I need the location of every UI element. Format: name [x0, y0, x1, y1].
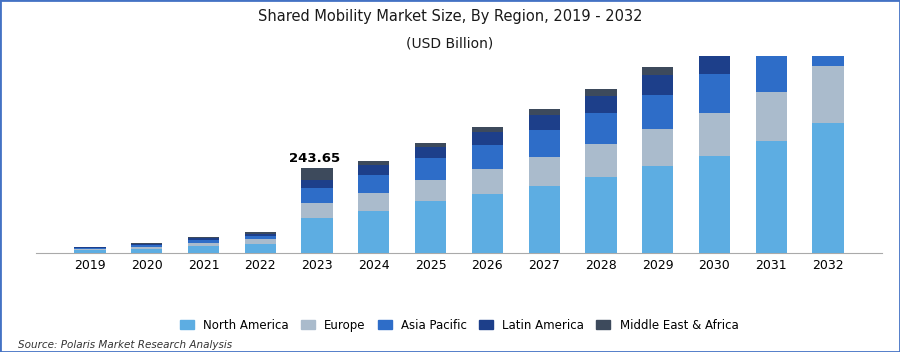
Bar [358, 211, 390, 253]
Bar [358, 175, 390, 193]
Bar [756, 46, 787, 92]
Bar [75, 249, 105, 250]
Bar [131, 249, 162, 253]
Bar [245, 234, 276, 236]
Bar [585, 113, 616, 144]
Bar [188, 246, 220, 253]
Bar [131, 244, 162, 245]
Bar [756, 10, 787, 20]
Bar [415, 143, 446, 147]
Bar [302, 203, 333, 218]
Bar [302, 188, 333, 203]
Bar [131, 245, 162, 247]
Text: Source: Polaris Market Research Analysis: Source: Polaris Market Research Analysis [18, 340, 232, 350]
Bar [75, 248, 105, 249]
Bar [813, 0, 843, 15]
Bar [358, 193, 390, 211]
Bar [756, 141, 787, 253]
Bar [813, 15, 843, 66]
Bar [245, 239, 276, 244]
Bar [75, 247, 105, 248]
Bar [585, 177, 616, 253]
Bar [585, 96, 616, 113]
Bar [415, 147, 446, 158]
Bar [188, 237, 220, 238]
Bar [358, 165, 390, 175]
Bar [188, 238, 220, 240]
Bar [245, 244, 276, 253]
Bar [642, 75, 673, 95]
Bar [245, 232, 276, 234]
Bar [698, 42, 730, 51]
Bar [75, 250, 105, 253]
Bar [358, 161, 390, 165]
Bar [188, 240, 220, 243]
Bar [415, 158, 446, 180]
Bar [813, 123, 843, 253]
Bar [415, 180, 446, 201]
Bar [472, 169, 503, 194]
Bar [585, 89, 616, 96]
Bar [302, 168, 333, 180]
Bar [302, 180, 333, 188]
Bar [528, 115, 560, 130]
Bar [698, 74, 730, 113]
Bar [528, 130, 560, 157]
Bar [131, 247, 162, 249]
Text: (USD Billion): (USD Billion) [407, 37, 493, 51]
Bar [698, 156, 730, 253]
Bar [698, 51, 730, 74]
Bar [642, 166, 673, 253]
Bar [245, 236, 276, 239]
Bar [528, 109, 560, 115]
Legend: North America, Europe, Asia Pacific, Latin America, Middle East & Africa: North America, Europe, Asia Pacific, Lat… [175, 314, 743, 336]
Bar [472, 145, 503, 169]
Text: Shared Mobility Market Size, By Region, 2019 - 2032: Shared Mobility Market Size, By Region, … [257, 9, 643, 24]
Bar [585, 144, 616, 177]
Bar [642, 129, 673, 166]
Bar [813, 66, 843, 123]
Bar [472, 194, 503, 253]
Bar [756, 92, 787, 141]
Bar [472, 127, 503, 132]
Text: 243.65: 243.65 [289, 152, 340, 165]
Bar [528, 186, 560, 253]
Bar [698, 113, 730, 156]
Bar [756, 20, 787, 46]
Bar [642, 67, 673, 75]
Bar [415, 201, 446, 253]
Bar [528, 157, 560, 186]
Bar [302, 218, 333, 253]
Bar [188, 243, 220, 246]
Bar [642, 95, 673, 129]
Bar [472, 132, 503, 145]
